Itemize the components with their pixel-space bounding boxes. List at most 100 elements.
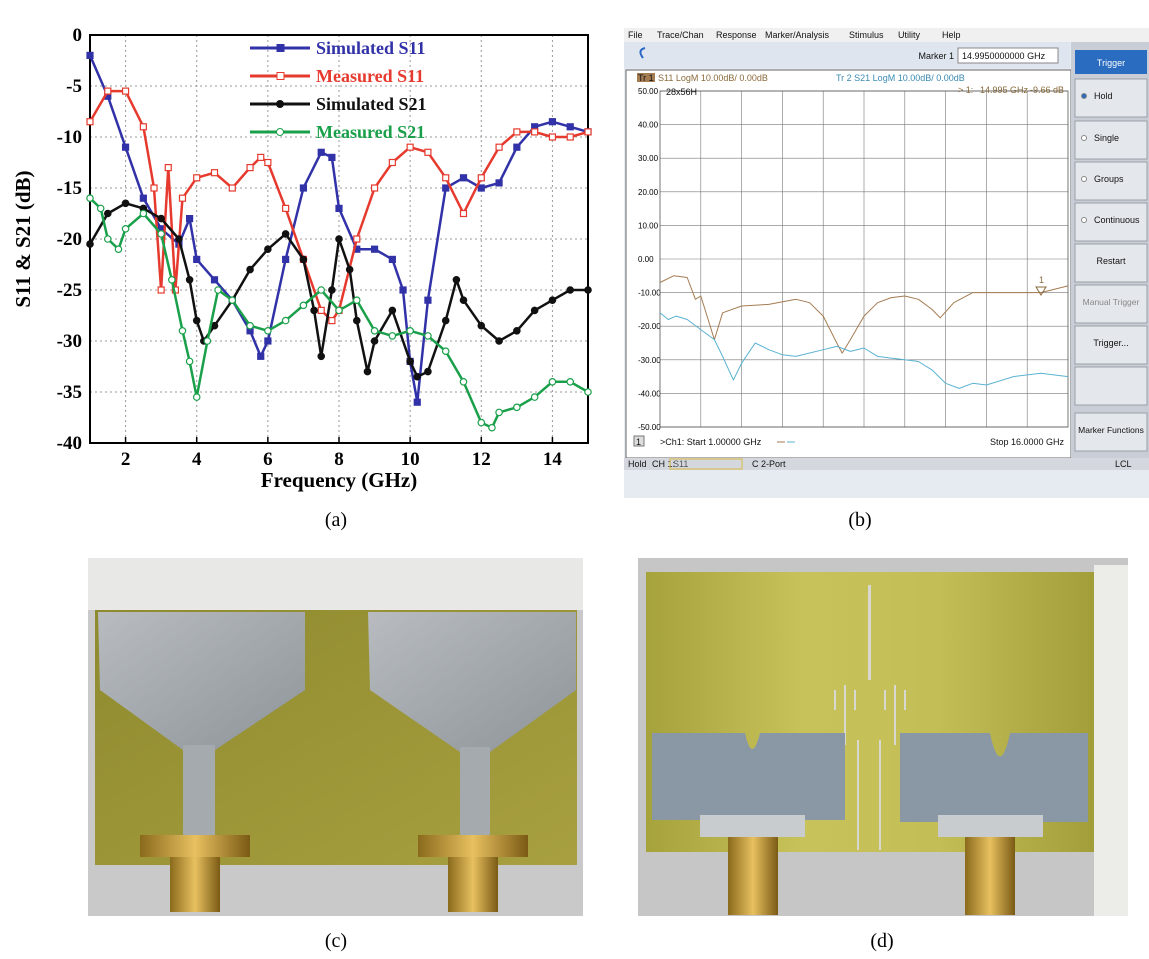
data-point xyxy=(530,393,539,401)
data-point xyxy=(406,326,414,335)
data-point xyxy=(424,148,432,156)
softkey-blank xyxy=(1074,366,1148,406)
softkey[interactable] xyxy=(1074,243,1148,283)
y-tick-label: -30.00 xyxy=(638,356,661,365)
data-point xyxy=(459,296,468,305)
data-point xyxy=(264,245,272,254)
trace2-label: Tr 2 S21 LogM 10.00dB/ 0.00dB xyxy=(836,73,965,83)
radio xyxy=(1081,176,1087,182)
data-point xyxy=(345,265,354,274)
data-point xyxy=(257,153,265,161)
channel-box xyxy=(633,435,645,447)
panel-caption: (b) xyxy=(848,509,871,531)
data-point xyxy=(459,209,468,218)
data-point xyxy=(281,230,290,238)
panel-caption: (d) xyxy=(870,930,893,952)
softkey[interactable] xyxy=(1074,325,1148,365)
y-tick-label: -40.00 xyxy=(638,389,661,398)
data-point xyxy=(566,133,574,141)
data-point xyxy=(328,153,336,161)
menu-item[interactable]: File xyxy=(628,30,643,40)
softkey[interactable] xyxy=(1074,78,1148,118)
data-point xyxy=(566,286,575,294)
y-axis-label: S11 & S21 (dB) xyxy=(11,170,35,307)
y-tick-label: 0 xyxy=(73,25,83,46)
menu-item[interactable]: Utility xyxy=(898,30,920,40)
legend-label: Simulated S11 xyxy=(316,38,426,58)
data-point xyxy=(228,296,237,305)
y-tick-label: -10.00 xyxy=(638,289,661,298)
data-point xyxy=(299,301,308,310)
radio xyxy=(1081,93,1087,99)
data-point xyxy=(178,326,187,335)
data-point xyxy=(370,326,379,335)
data-point xyxy=(352,296,361,305)
data-point xyxy=(264,158,272,167)
stop-frequency: Stop 16.0000 GHz xyxy=(990,437,1065,447)
data-point xyxy=(103,235,112,243)
data-point xyxy=(328,286,336,294)
data-point xyxy=(186,215,194,223)
data-point xyxy=(121,199,130,208)
softkey[interactable] xyxy=(1074,202,1148,242)
x-tick-label: 10 xyxy=(401,449,420,470)
data-point xyxy=(210,276,219,284)
data-point xyxy=(424,332,432,340)
readout: -9.66 dB xyxy=(1030,85,1064,95)
sweep-label: 28x56H xyxy=(666,87,697,97)
data-point xyxy=(178,194,187,202)
softkey-label: Marker Functions xyxy=(1078,425,1144,435)
data-point xyxy=(157,214,165,223)
data-point xyxy=(584,388,592,396)
photo-c xyxy=(88,558,583,916)
data-point xyxy=(477,321,486,330)
data-point xyxy=(264,326,272,335)
menu-item[interactable]: Response xyxy=(716,30,757,40)
data-point xyxy=(495,408,503,417)
data-point xyxy=(513,403,521,412)
y-tick-label: 0.00 xyxy=(638,255,654,264)
data-point xyxy=(566,377,575,386)
panel-caption: (c) xyxy=(325,930,347,952)
y-tick-label: -30 xyxy=(57,331,82,352)
data-point xyxy=(281,316,290,325)
menu-bar xyxy=(624,28,1149,42)
data-point xyxy=(168,275,176,284)
softkey[interactable] xyxy=(1074,120,1148,160)
data-point xyxy=(442,184,450,192)
softkey[interactable] xyxy=(1074,412,1148,452)
data-point xyxy=(477,184,485,192)
y-tick-label: -25 xyxy=(57,280,82,301)
data-point xyxy=(584,286,592,294)
data-point xyxy=(424,296,432,304)
data-point xyxy=(388,306,397,315)
status-item: CH 1: xyxy=(652,459,675,469)
data-point xyxy=(139,123,147,131)
data-point xyxy=(495,337,503,345)
series-line xyxy=(659,275,1069,354)
data-point xyxy=(513,143,521,151)
x-tick-label: 4 xyxy=(192,449,202,470)
y-tick-label: -40 xyxy=(57,433,82,454)
menu-item[interactable]: Trace/Chan xyxy=(657,30,704,40)
menu-item[interactable]: Stimulus xyxy=(849,30,884,40)
data-point xyxy=(264,337,272,345)
x-tick-label: 14 xyxy=(543,449,563,470)
data-point xyxy=(370,337,379,345)
radio xyxy=(1081,217,1087,223)
menu-item[interactable]: Marker/Analysis xyxy=(765,30,830,40)
data-point xyxy=(531,128,539,136)
x-axis-label: Frequency (GHz) xyxy=(261,468,418,492)
softkey[interactable] xyxy=(1074,161,1148,201)
marker-label: Marker 1 xyxy=(918,51,954,61)
series-line xyxy=(88,89,589,322)
menu-item[interactable]: Help xyxy=(942,30,961,40)
marker-input[interactable] xyxy=(957,47,1059,64)
data-point xyxy=(406,143,414,151)
status-item: C 2-Port xyxy=(752,459,786,469)
trace1-label: S11 LogM 10.00dB/ 0.00dB xyxy=(658,73,768,83)
softkey[interactable] xyxy=(1074,284,1148,324)
data-point xyxy=(477,174,485,182)
